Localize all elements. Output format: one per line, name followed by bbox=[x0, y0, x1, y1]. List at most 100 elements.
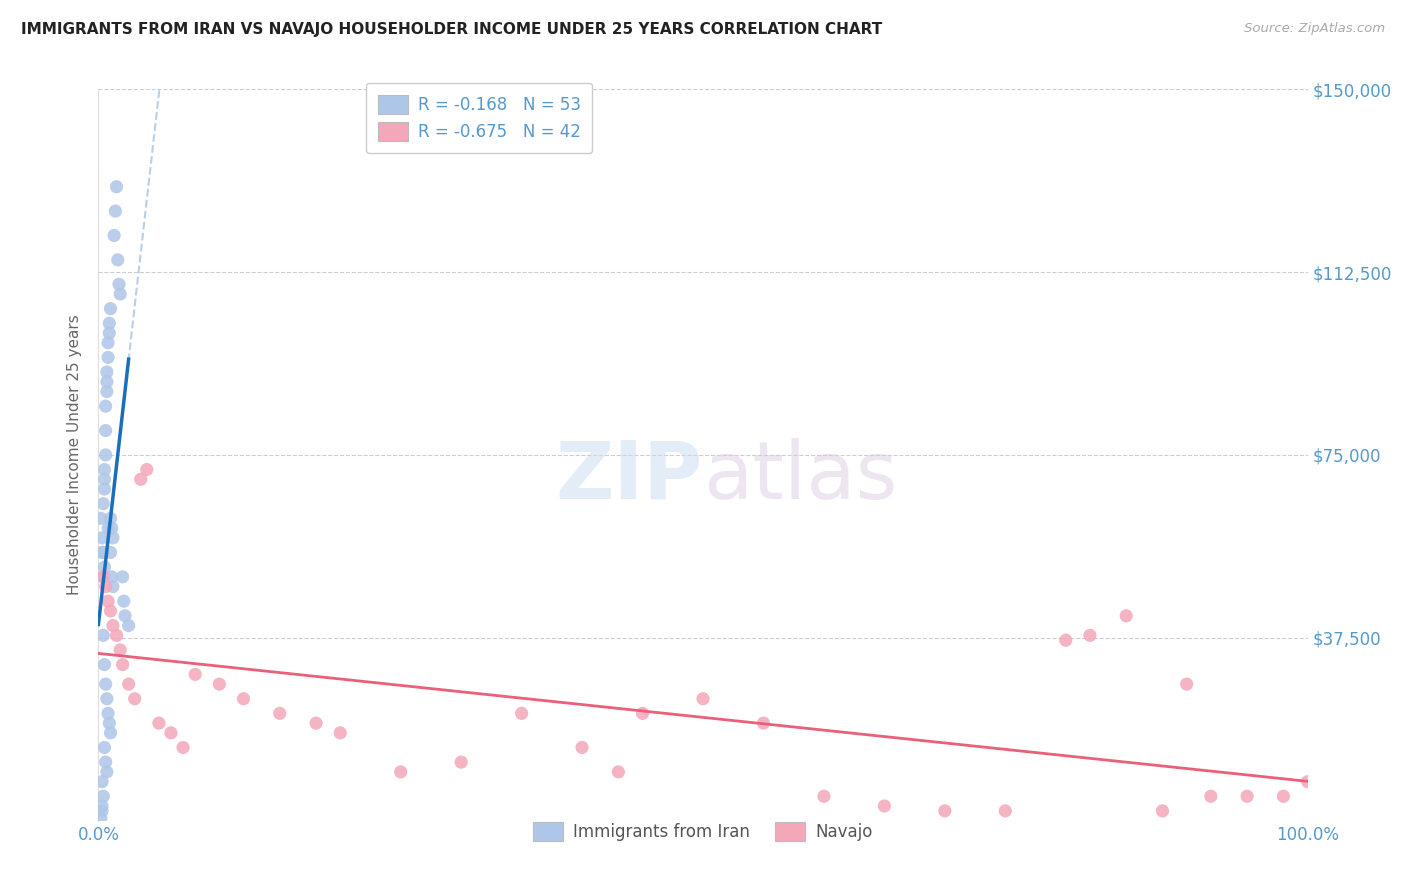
Point bbox=[97, 594, 120, 608]
Text: IMMIGRANTS FROM IRAN VS NAVAJO HOUSEHOLDER INCOME UNDER 25 YEARS CORRELATION CHA: IMMIGRANTS FROM IRAN VS NAVAJO HOUSEHOLD… bbox=[21, 22, 883, 37]
Point bbox=[129, 472, 152, 486]
Point bbox=[305, 716, 328, 731]
Point bbox=[91, 570, 114, 584]
Point bbox=[91, 628, 114, 642]
Point bbox=[100, 301, 122, 316]
Point bbox=[571, 740, 593, 755]
Point bbox=[93, 482, 115, 496]
Point bbox=[160, 726, 183, 740]
Point bbox=[101, 618, 124, 632]
Point bbox=[96, 365, 118, 379]
Point bbox=[118, 618, 141, 632]
Point bbox=[94, 399, 117, 413]
Point bbox=[450, 755, 472, 769]
Point bbox=[232, 691, 254, 706]
Point bbox=[100, 726, 122, 740]
Point bbox=[98, 716, 121, 731]
Point bbox=[112, 594, 135, 608]
Point bbox=[97, 335, 120, 350]
Point bbox=[208, 677, 231, 691]
Point bbox=[389, 764, 412, 779]
Point bbox=[97, 521, 120, 535]
Point bbox=[98, 326, 121, 340]
Point bbox=[108, 277, 131, 292]
Point bbox=[100, 545, 122, 559]
Point bbox=[97, 351, 120, 365]
Point bbox=[118, 677, 141, 691]
Point bbox=[172, 740, 194, 755]
Point bbox=[93, 472, 115, 486]
Point bbox=[100, 521, 122, 535]
Point bbox=[934, 804, 956, 818]
Point bbox=[1236, 789, 1258, 804]
Point bbox=[96, 384, 118, 399]
Point bbox=[97, 706, 120, 721]
Point bbox=[91, 497, 114, 511]
Text: ZIP: ZIP bbox=[555, 438, 703, 516]
Point bbox=[607, 764, 630, 779]
Point bbox=[94, 580, 117, 594]
Point bbox=[93, 740, 115, 755]
Point bbox=[510, 706, 533, 721]
Point bbox=[1078, 628, 1101, 642]
Text: atlas: atlas bbox=[703, 438, 897, 516]
Point bbox=[96, 375, 118, 389]
Point bbox=[994, 804, 1017, 818]
Point bbox=[90, 511, 112, 525]
Point bbox=[90, 811, 112, 825]
Point bbox=[631, 706, 654, 721]
Point bbox=[269, 706, 291, 721]
Point bbox=[111, 570, 134, 584]
Point bbox=[184, 667, 207, 681]
Point bbox=[91, 789, 114, 804]
Point bbox=[93, 657, 115, 672]
Point bbox=[91, 545, 114, 559]
Point bbox=[135, 462, 157, 476]
Point bbox=[148, 716, 170, 731]
Point bbox=[1152, 804, 1174, 818]
Point bbox=[91, 774, 114, 789]
Point bbox=[101, 531, 124, 545]
Point bbox=[94, 677, 117, 691]
Point bbox=[94, 755, 117, 769]
Point bbox=[1199, 789, 1222, 804]
Point bbox=[1115, 608, 1137, 623]
Point bbox=[1296, 774, 1319, 789]
Point bbox=[91, 804, 114, 818]
Point bbox=[94, 448, 117, 462]
Point bbox=[111, 657, 134, 672]
Point bbox=[96, 764, 118, 779]
Point bbox=[1272, 789, 1295, 804]
Point bbox=[329, 726, 352, 740]
Point bbox=[752, 716, 775, 731]
Point bbox=[94, 424, 117, 438]
Point bbox=[1054, 633, 1077, 648]
Y-axis label: Householder Income Under 25 years: Householder Income Under 25 years bbox=[67, 315, 83, 595]
Point bbox=[114, 608, 136, 623]
Point bbox=[93, 560, 115, 574]
Point bbox=[692, 691, 714, 706]
Point bbox=[108, 643, 131, 657]
Point bbox=[100, 570, 122, 584]
Point bbox=[100, 511, 122, 525]
Point bbox=[96, 691, 118, 706]
Point bbox=[813, 789, 835, 804]
Point bbox=[103, 228, 125, 243]
Point bbox=[91, 531, 114, 545]
Point bbox=[873, 799, 896, 814]
Point bbox=[91, 545, 114, 559]
Point bbox=[91, 570, 114, 584]
Legend: Immigrants from Iran, Navajo: Immigrants from Iran, Navajo bbox=[522, 810, 884, 853]
Point bbox=[100, 604, 122, 618]
Point bbox=[93, 462, 115, 476]
Point bbox=[105, 628, 128, 642]
Point bbox=[124, 691, 146, 706]
Point bbox=[91, 799, 114, 814]
Point bbox=[104, 204, 127, 219]
Point bbox=[1175, 677, 1198, 691]
Point bbox=[107, 252, 129, 267]
Point bbox=[101, 580, 124, 594]
Point bbox=[108, 287, 131, 301]
Point bbox=[98, 316, 121, 330]
Point bbox=[105, 179, 128, 194]
